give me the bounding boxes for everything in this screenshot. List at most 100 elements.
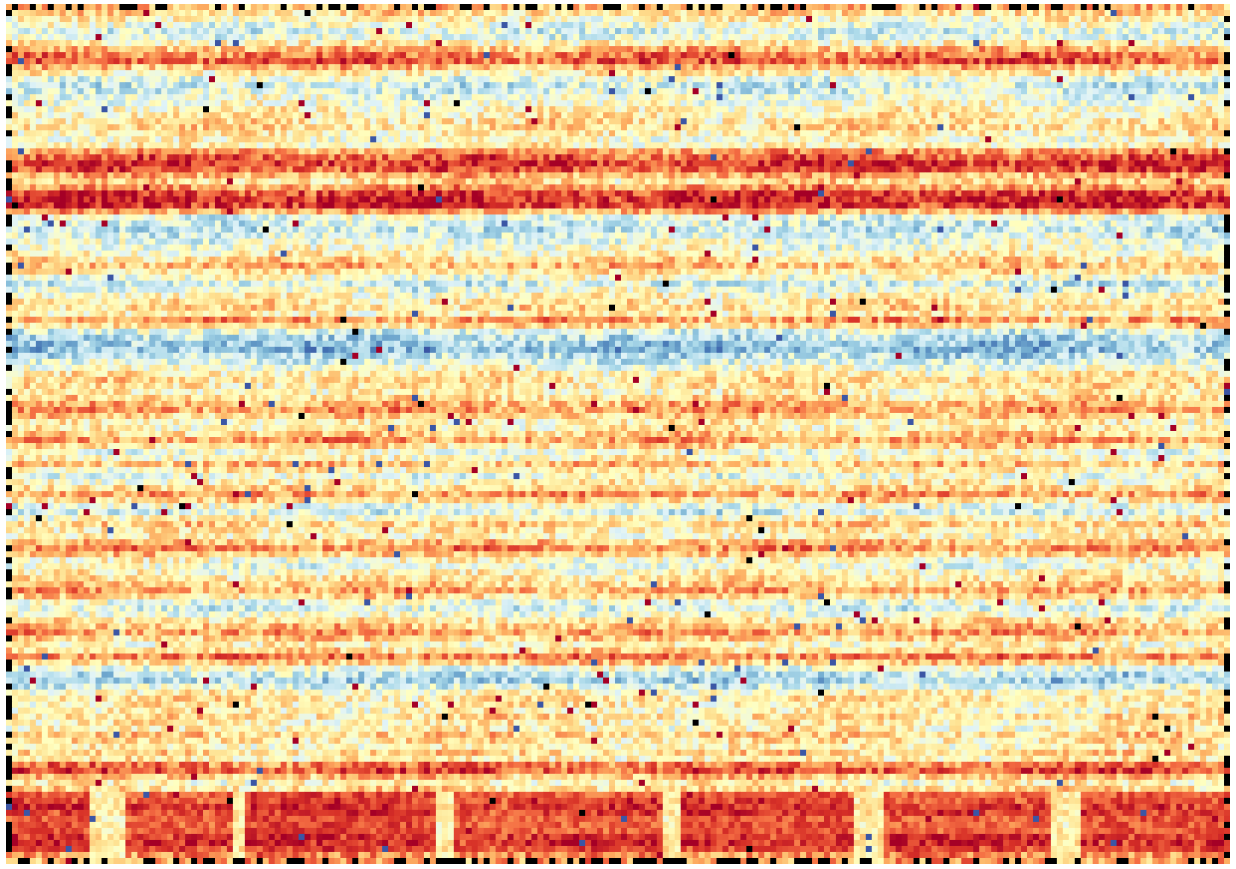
- heatmap-cell: [627, 4, 633, 10]
- heatmap-cell: [836, 46, 842, 52]
- heatmap-cell: [896, 10, 902, 16]
- heatmap-cell: [412, 52, 418, 58]
- heatmap-cell: [603, 16, 609, 22]
- heatmap-cell: [436, 16, 442, 22]
- heatmap-cell: [961, 22, 967, 28]
- heatmap-cell: [66, 46, 72, 52]
- heatmap-cell: [788, 16, 794, 22]
- heatmap-cell: [257, 34, 263, 40]
- heatmap-cell: [758, 40, 764, 46]
- heatmap-cell: [746, 28, 752, 34]
- heatmap-cell: [699, 76, 705, 82]
- heatmap-cell: [842, 40, 848, 46]
- heatmap-cell: [860, 88, 866, 94]
- heatmap-cell: [12, 70, 18, 76]
- heatmap-cell: [340, 58, 346, 64]
- heatmap-cell: [818, 70, 824, 76]
- heatmap-cell: [496, 88, 502, 94]
- heatmap-cell: [657, 70, 663, 76]
- heatmap-cell: [281, 58, 287, 64]
- heatmap-cell: [776, 40, 782, 46]
- heatmap-cell: [842, 82, 848, 88]
- heatmap-cell: [1099, 76, 1105, 82]
- heatmap-cell: [884, 16, 890, 22]
- heatmap-cell: [543, 100, 549, 106]
- heatmap-cell: [66, 88, 72, 94]
- heatmap-cell: [1158, 28, 1164, 34]
- heatmap-cell: [239, 28, 245, 34]
- heatmap-cell: [955, 34, 961, 40]
- heatmap-cell: [633, 4, 639, 10]
- heatmap-cell: [645, 46, 651, 52]
- heatmap-cell: [287, 52, 293, 58]
- heatmap-cell: [925, 4, 931, 10]
- heatmap-cell: [185, 70, 191, 76]
- heatmap-cell: [167, 40, 173, 46]
- heatmap-cell: [209, 94, 215, 100]
- heatmap-cell: [102, 40, 108, 46]
- heatmap-cell: [514, 10, 520, 16]
- heatmap-cell: [943, 88, 949, 94]
- heatmap-cell: [961, 4, 967, 10]
- heatmap-cell: [854, 88, 860, 94]
- heatmap-cell: [502, 28, 508, 34]
- heatmap-cell: [496, 34, 502, 40]
- heatmap-cell: [131, 28, 137, 34]
- heatmap-cell: [358, 58, 364, 64]
- heatmap-cell: [328, 16, 334, 22]
- heatmap-cell: [251, 82, 257, 88]
- heatmap-cell: [346, 46, 352, 52]
- heatmap-cell: [681, 64, 687, 70]
- heatmap-cell: [358, 100, 364, 106]
- heatmap-cell: [364, 46, 370, 52]
- heatmap-cell: [728, 10, 734, 16]
- heatmap-cell: [669, 46, 675, 52]
- heatmap-cell: [233, 64, 239, 70]
- heatmap-cell: [502, 76, 508, 82]
- heatmap-cell: [197, 46, 203, 52]
- heatmap-cell: [239, 34, 245, 40]
- heatmap-cell: [884, 88, 890, 94]
- heatmap-cell: [818, 76, 824, 82]
- heatmap-cell: [687, 58, 693, 64]
- heatmap-cell: [812, 40, 818, 46]
- heatmap-cell: [681, 76, 687, 82]
- heatmap-cell: [1206, 34, 1212, 40]
- heatmap-cell: [914, 70, 920, 76]
- heatmap-cell: [537, 64, 543, 70]
- heatmap-cell: [878, 40, 884, 46]
- heatmap-cell: [728, 82, 734, 88]
- heatmap-cell: [519, 34, 525, 40]
- heatmap-cell: [860, 100, 866, 106]
- heatmap-cell: [758, 28, 764, 34]
- heatmap-cell: [239, 58, 245, 64]
- heatmap-cell: [1087, 88, 1093, 94]
- heatmap-cell: [836, 10, 842, 16]
- heatmap-cell: [233, 100, 239, 106]
- heatmap-cell: [251, 22, 257, 28]
- heatmap-cell: [711, 64, 717, 70]
- heatmap-cell: [167, 100, 173, 106]
- heatmap-cell: [746, 22, 752, 28]
- heatmap-cell: [388, 76, 394, 82]
- heatmap-cell: [770, 40, 776, 46]
- heatmap-cell: [746, 82, 752, 88]
- heatmap-cell: [711, 82, 717, 88]
- heatmap-cell: [717, 82, 723, 88]
- heatmap-cell: [137, 40, 143, 46]
- heatmap-cell: [102, 34, 108, 40]
- heatmap-cell: [72, 94, 78, 100]
- heatmap-cell: [1194, 76, 1200, 82]
- heatmap-cell: [102, 52, 108, 58]
- heatmap-cell: [693, 58, 699, 64]
- heatmap-cell: [997, 70, 1003, 76]
- heatmap-cell: [179, 100, 185, 106]
- heatmap-cell: [675, 70, 681, 76]
- heatmap-cell: [364, 40, 370, 46]
- heatmap-cell: [872, 34, 878, 40]
- heatmap-cell: [1075, 16, 1081, 22]
- heatmap-cell: [36, 16, 42, 22]
- heatmap-cell: [627, 58, 633, 64]
- heatmap-cell: [549, 58, 555, 64]
- heatmap-cell: [233, 16, 239, 22]
